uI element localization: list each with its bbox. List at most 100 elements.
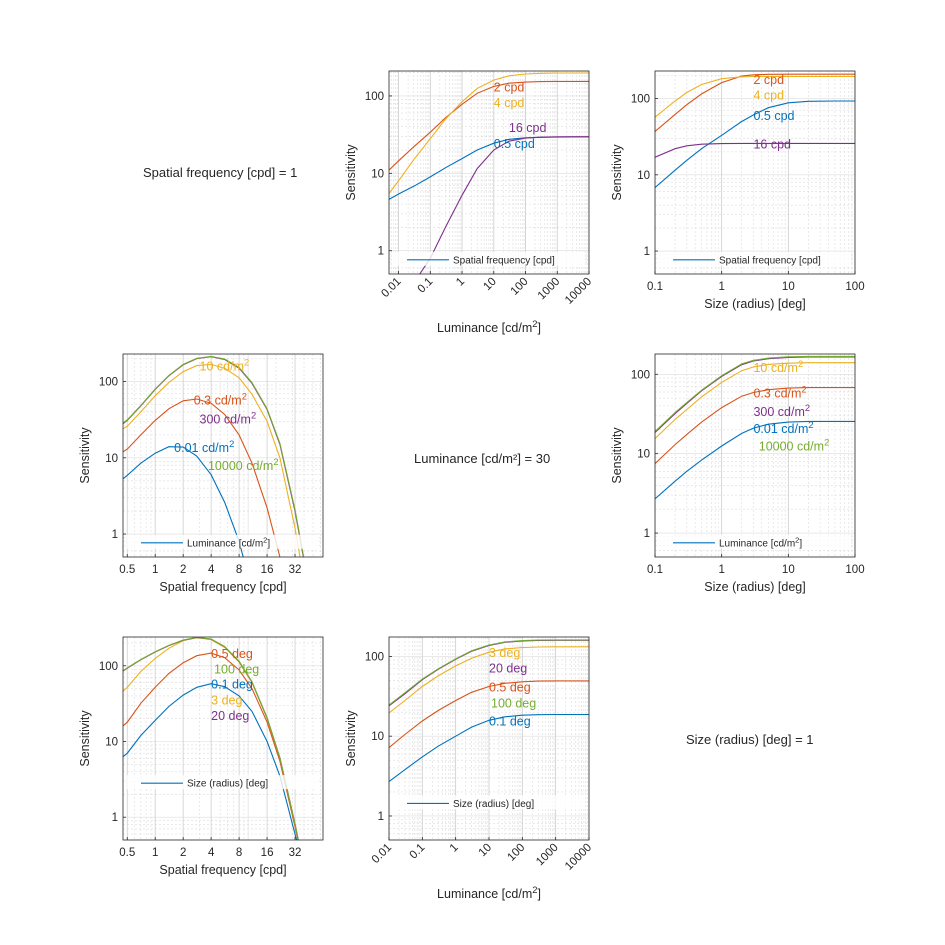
series-line-16-cpd bbox=[655, 142, 855, 158]
series-line-100-deg bbox=[123, 637, 299, 840]
series-line-4-cpd bbox=[655, 75, 855, 118]
series-group bbox=[389, 72, 589, 274]
legend: Luminance [cd/m2] bbox=[659, 534, 851, 549]
grid bbox=[655, 71, 855, 274]
x-tick-label: 1000 bbox=[536, 276, 563, 303]
series-group bbox=[655, 355, 855, 500]
series-line-3-deg bbox=[389, 646, 589, 714]
series-label: 0.5 cpd bbox=[753, 109, 794, 123]
chart-freq-vs-lum: Luminance [cd/m2] 0.01 cd/m2 0.3 cd/m2 10 c… bbox=[78, 353, 324, 594]
series-label: 10 cd/m2 bbox=[753, 359, 803, 375]
series-label: 0.1 deg bbox=[489, 714, 531, 728]
series-label: 0.5 deg bbox=[489, 680, 531, 694]
series-line-10-cd-m- bbox=[123, 363, 301, 557]
x-tick-label: 8 bbox=[236, 847, 242, 859]
x-axis-label: Spatial frequency [cpd] bbox=[159, 863, 286, 877]
y-tick-label: 1 bbox=[378, 246, 384, 258]
series-label: 20 deg bbox=[489, 661, 527, 675]
axes-box bbox=[122, 636, 324, 841]
y-tick-label: 10 bbox=[105, 736, 118, 748]
legend-background bbox=[659, 534, 851, 549]
x-tick-label: 1 bbox=[448, 842, 461, 855]
series-label: 2 cpd bbox=[494, 80, 525, 94]
series-line-0-5-deg bbox=[389, 680, 589, 749]
x-tick-label: 1 bbox=[152, 564, 158, 576]
x-tick-label: 32 bbox=[289, 847, 302, 859]
legend: Luminance [cd/m2] bbox=[127, 534, 319, 549]
legend-background bbox=[393, 795, 585, 810]
series-label: 10 cd/m2 bbox=[200, 357, 250, 373]
x-tick-label: 1000 bbox=[534, 842, 561, 869]
x-tick-label: 0.1 bbox=[416, 276, 436, 296]
series-label: 0.3 cd/m2 bbox=[753, 384, 806, 400]
y-tick-label: 100 bbox=[631, 94, 650, 106]
legend-title: Size (radius) [deg] bbox=[453, 799, 534, 810]
series-label: 100 deg bbox=[491, 697, 536, 711]
x-tick-label: 10000 bbox=[563, 842, 594, 873]
series-label: 10000 cd/m2 bbox=[208, 457, 279, 473]
x-tick-label: 32 bbox=[289, 564, 302, 576]
x-axis-label: Luminance [cd/m2] bbox=[437, 319, 541, 335]
series-line-16-cpd bbox=[419, 136, 589, 274]
center-label-size: Size (radius) [deg] = 1 bbox=[686, 732, 814, 747]
legend-background bbox=[659, 251, 851, 266]
x-tick-label: 1 bbox=[454, 276, 467, 289]
y-axis-label: Sensitivity bbox=[344, 710, 358, 767]
x-tick-label: 10 bbox=[481, 276, 499, 294]
x-tick-label: 0.5 bbox=[119, 847, 135, 859]
y-tick-label: 10 bbox=[637, 170, 650, 182]
series-label: 300 cd/m2 bbox=[200, 410, 257, 426]
series-line-10-cd-m- bbox=[655, 362, 855, 439]
series-group bbox=[389, 639, 589, 783]
y-axis-label: Sensitivity bbox=[610, 144, 624, 201]
series-label: 16 cpd bbox=[753, 137, 791, 151]
legend-background bbox=[393, 251, 585, 266]
x-tick-label: 100 bbox=[505, 842, 527, 864]
series-line-0-3-cd-m- bbox=[655, 387, 855, 464]
legend: Spatial frequency [cpd] bbox=[393, 251, 585, 266]
series-line-2-cpd bbox=[655, 73, 855, 132]
series-label: 4 cpd bbox=[494, 96, 525, 110]
series-label: 3 deg bbox=[489, 646, 520, 660]
x-tick-label: 4 bbox=[208, 564, 215, 576]
legend-title: Size (radius) [deg] bbox=[187, 779, 268, 790]
chart-size-vs-lum: Luminance [cd/m2] 0.01 cd/m2 0.3 cd/m2 10 c… bbox=[610, 353, 865, 594]
y-tick-label: 1 bbox=[112, 812, 118, 824]
x-axis-label: Size (radius) [deg] bbox=[704, 297, 805, 311]
x-tick-label: 100 bbox=[845, 281, 864, 293]
y-axis-label: Sensitivity bbox=[78, 427, 92, 484]
series-line-0-01-cd-m- bbox=[655, 420, 855, 500]
series-label: 0.3 cd/m2 bbox=[194, 391, 247, 407]
legend-title: Spatial frequency [cpd] bbox=[719, 255, 821, 266]
x-tick-label: 0.1 bbox=[408, 842, 428, 862]
series-label: 10000 cd/m2 bbox=[759, 437, 830, 453]
series-label: 3 deg bbox=[211, 694, 242, 708]
y-tick-label: 1 bbox=[112, 529, 118, 541]
x-axis-label: Size (radius) [deg] bbox=[704, 580, 805, 594]
series-label: 16 cpd bbox=[509, 121, 547, 135]
x-tick-label: 2 bbox=[180, 847, 186, 859]
x-tick-label: 4 bbox=[208, 847, 215, 859]
x-tick-label: 8 bbox=[236, 564, 242, 576]
series-label: 0.5 deg bbox=[211, 647, 253, 661]
axes-box bbox=[388, 70, 590, 275]
grid bbox=[389, 71, 589, 274]
y-tick-label: 10 bbox=[371, 731, 384, 743]
x-tick-label: 100 bbox=[845, 564, 864, 576]
series-line-0-1-deg bbox=[123, 683, 298, 840]
axes-box bbox=[122, 353, 324, 558]
legend-background bbox=[127, 534, 319, 549]
y-tick-label: 1 bbox=[378, 811, 384, 823]
x-axis-label: Spatial frequency [cpd] bbox=[159, 580, 286, 594]
series-group bbox=[123, 637, 299, 840]
y-axis-label: Sensitivity bbox=[344, 144, 358, 201]
y-tick-label: 10 bbox=[105, 453, 118, 465]
series-group bbox=[123, 355, 305, 557]
x-tick-label: 2 bbox=[180, 564, 186, 576]
legend: Size (radius) [deg] bbox=[393, 795, 585, 810]
x-axis-label: Luminance [cd/m2] bbox=[437, 885, 541, 901]
y-tick-label: 100 bbox=[365, 651, 384, 663]
x-tick-label: 10 bbox=[477, 842, 495, 860]
grid bbox=[389, 637, 589, 840]
